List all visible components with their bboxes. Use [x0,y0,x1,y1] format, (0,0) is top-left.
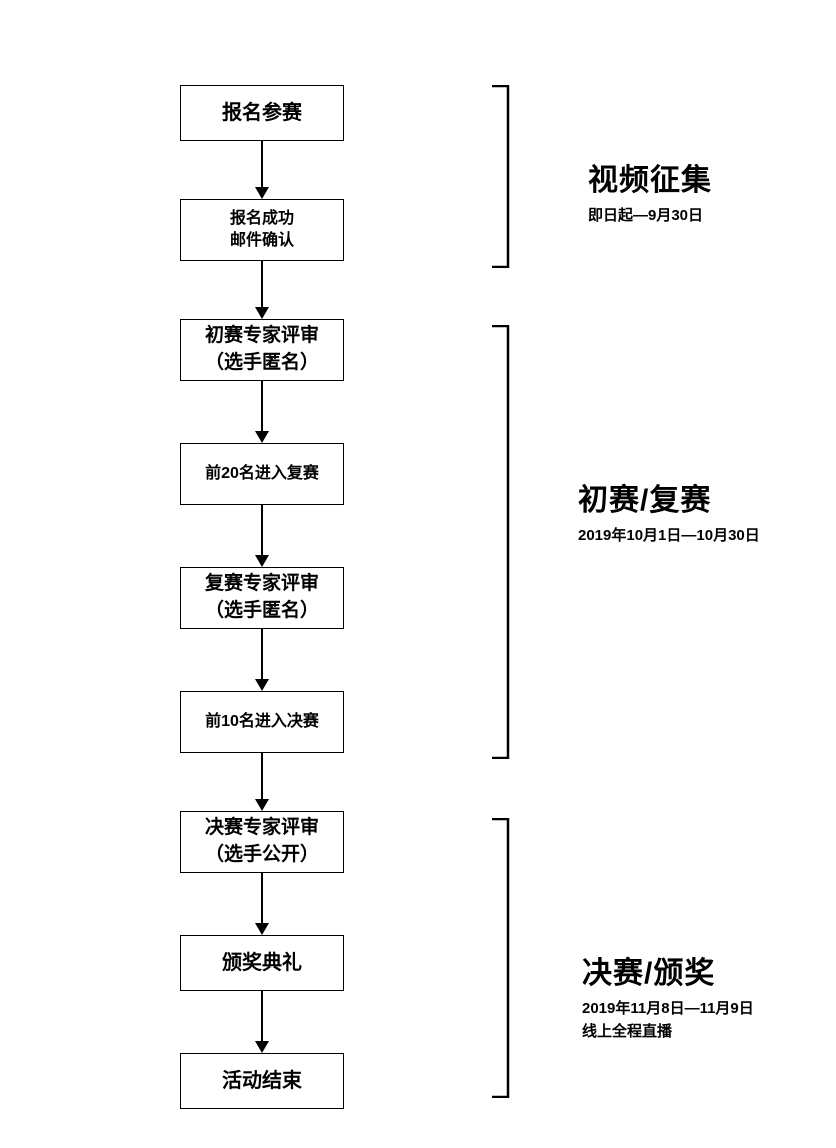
flow-arrow [180,873,344,935]
flow-node-line: 前10名进入决赛 [205,711,319,733]
flow-node-n1: 报名参赛 [180,85,344,141]
flow-node-n4: 前20名进入复赛 [180,443,344,505]
flow-node-line: 邮件确认 [230,230,294,252]
phase-bracket-b2 [490,325,510,764]
flow-node-line: 决赛专家评审 [205,815,319,842]
flow-node-line: （选手匿名） [205,598,319,625]
flow-arrow [180,381,344,443]
phase-subtitle: 2019年11月8日—11月9日线上全程直播 [582,998,754,1043]
flow-arrow [180,991,344,1053]
phase-bracket-b3 [490,818,510,1103]
flowchart-column: 报名参赛报名成功邮件确认初赛专家评审（选手匿名）前20名进入复赛复赛专家评审（选… [180,85,344,1109]
flow-node-line: 报名成功 [230,208,294,230]
flow-arrow [180,261,344,319]
flow-node-n8: 颁奖典礼 [180,935,344,991]
phase-p2: 初赛/复赛 2019年10月1日—10月30日 [578,475,760,548]
flow-node-n7: 决赛专家评审（选手公开） [180,811,344,873]
flow-node-line: （选手匿名） [205,350,319,377]
phase-title: 决赛/颁奖 [582,948,754,992]
flow-arrow [180,753,344,811]
flow-node-line: 活动结束 [222,1067,302,1095]
flow-arrow [180,141,344,199]
phase-title: 视频征集 [588,155,712,199]
phase-subtitle: 即日起—9月30日 [588,205,712,228]
flow-node-line: （选手公开） [205,842,319,869]
flow-arrow [180,629,344,691]
flow-node-line: 颁奖典礼 [222,949,302,977]
phase-title: 初赛/复赛 [578,475,760,519]
flow-node-n3: 初赛专家评审（选手匿名） [180,319,344,381]
flow-arrow [180,505,344,567]
flow-node-n5: 复赛专家评审（选手匿名） [180,567,344,629]
phase-bracket-b1 [490,85,510,273]
phase-subtitle: 2019年10月1日—10月30日 [578,525,760,548]
flow-node-line: 前20名进入复赛 [205,463,319,485]
flow-node-line: 初赛专家评审 [205,323,319,350]
flow-node-n6: 前10名进入决赛 [180,691,344,753]
flow-node-n9: 活动结束 [180,1053,344,1109]
flow-node-n2: 报名成功邮件确认 [180,199,344,261]
flow-node-line: 报名参赛 [222,99,302,127]
flow-node-line: 复赛专家评审 [205,571,319,598]
phase-p3: 决赛/颁奖 2019年11月8日—11月9日线上全程直播 [582,948,754,1043]
phase-p1: 视频征集即日起—9月30日 [588,155,712,228]
